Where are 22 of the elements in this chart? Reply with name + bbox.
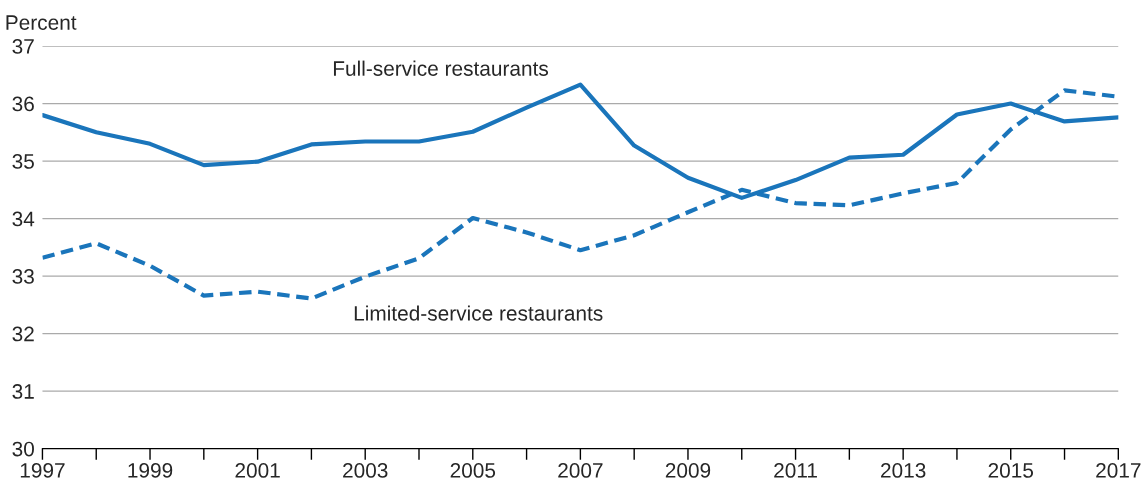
y-tick-label: 31 bbox=[12, 384, 34, 399]
x-tick-label: 2017 bbox=[1096, 463, 1141, 478]
x-tick-label: 2003 bbox=[343, 463, 388, 478]
y-tick-label: 33 bbox=[12, 269, 34, 284]
series-label: Full-service restaurants bbox=[333, 60, 549, 76]
y-tick-label: 30 bbox=[12, 441, 34, 457]
x-tick-label: 2001 bbox=[235, 463, 280, 478]
x-tick-label: 2007 bbox=[558, 463, 603, 478]
y-tick-label: 37 bbox=[12, 39, 34, 54]
x-tick-label: 2009 bbox=[665, 463, 711, 478]
y-tick-label: 35 bbox=[12, 154, 34, 169]
series-label: Limited-service restaurants bbox=[354, 305, 603, 321]
x-tick-label: 2011 bbox=[774, 463, 817, 478]
x-tick-label: 2015 bbox=[988, 463, 1034, 478]
x-tick-label: 2013 bbox=[881, 463, 926, 478]
y-tick-label: 32 bbox=[12, 326, 34, 342]
x-tick-label: 2005 bbox=[450, 463, 496, 478]
y-tick-label: 36 bbox=[12, 96, 34, 112]
y-tick-label: 34 bbox=[12, 211, 35, 227]
x-tick-label: 1999 bbox=[128, 463, 173, 478]
y-axis-title: Percent bbox=[6, 15, 77, 30]
x-tick-label: 1997 bbox=[20, 463, 65, 478]
